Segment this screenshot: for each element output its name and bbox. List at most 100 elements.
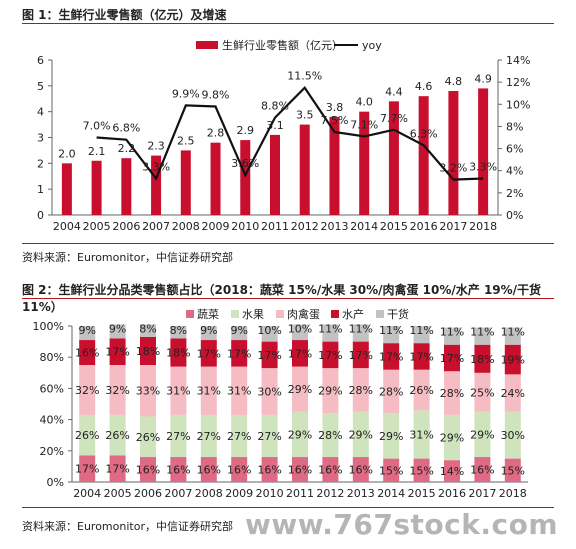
right-tick-label: 8% bbox=[506, 120, 523, 133]
left-tick-label: 3 bbox=[37, 132, 44, 145]
segment-label: 27% bbox=[227, 430, 251, 443]
stack-segment bbox=[413, 410, 430, 459]
yoy-label: 3.6% bbox=[231, 157, 259, 170]
x-tick-label: 2014 bbox=[350, 220, 378, 233]
legend-label-yoy: yoy bbox=[362, 39, 382, 52]
legend-item-dry-goods-swatch bbox=[376, 310, 384, 318]
revenue-bar-label: 3.1 bbox=[266, 119, 284, 132]
left-tick-label: 0 bbox=[37, 209, 44, 222]
right-tick-label: 2% bbox=[506, 187, 523, 200]
segment-label: 18% bbox=[470, 353, 494, 366]
figure2-source: 资料来源：Euromonitor，中信证券研究部 bbox=[22, 520, 233, 533]
segment-label: 29% bbox=[288, 383, 312, 396]
x-tick-label: 2007 bbox=[142, 220, 170, 233]
stack-segment bbox=[231, 414, 248, 458]
stack-segment bbox=[504, 344, 521, 375]
segment-label: 25% bbox=[470, 386, 494, 399]
revenue-bar bbox=[388, 101, 399, 215]
stack-segment bbox=[322, 341, 339, 369]
segment-label: 31% bbox=[197, 385, 221, 398]
stack-segment bbox=[474, 327, 491, 345]
segment-label: 17% bbox=[197, 347, 221, 360]
stack-segment bbox=[383, 343, 400, 370]
figure1-top-rule bbox=[22, 23, 554, 24]
yoy-label: 6.8% bbox=[112, 122, 140, 135]
revenue-bar-label: 4.0 bbox=[355, 96, 373, 109]
segment-label: 11% bbox=[501, 326, 525, 339]
x-tick-label: 2008 bbox=[172, 220, 200, 233]
stack-segment bbox=[352, 324, 369, 342]
segment-label: 29% bbox=[318, 385, 342, 398]
stack-segment bbox=[170, 338, 187, 367]
legend-swatch-revenue bbox=[196, 41, 218, 49]
stack-segment bbox=[170, 457, 187, 482]
segment-label: 32% bbox=[75, 384, 99, 397]
x-tick-label: 2007 bbox=[164, 487, 192, 500]
legend-item-vegetables-swatch bbox=[186, 310, 194, 318]
segment-label: 16% bbox=[257, 464, 281, 477]
yoy-label: 7.1% bbox=[350, 118, 378, 131]
y-tick-label: 20% bbox=[40, 445, 64, 458]
segment-label: 27% bbox=[197, 430, 221, 443]
revenue-growth-chart: 生鲜行业零售额（亿元） yoy 0 1 2 3 4 5 6 0% 2% 4% 6% 8% 10% 12% 14%… bbox=[37, 38, 530, 233]
x-tick-label: 2014 bbox=[377, 487, 405, 500]
segment-label: 11% bbox=[470, 326, 494, 339]
segment-label: 9% bbox=[109, 322, 126, 335]
segment-label: 26% bbox=[75, 429, 99, 442]
segment-label: 18% bbox=[136, 345, 160, 358]
segment-label: 15% bbox=[379, 464, 403, 477]
segment-label: 26% bbox=[136, 431, 160, 444]
segment-label: 17% bbox=[440, 352, 464, 365]
x-tick-label: 2012 bbox=[316, 487, 344, 500]
yoy-label: 9.9% bbox=[172, 87, 200, 100]
legend-item-meat-poultry-egg-swatch bbox=[276, 310, 284, 318]
legend-label-revenue: 生鲜行业零售额（亿元） bbox=[222, 38, 343, 52]
stack-segment bbox=[140, 336, 156, 365]
x-tick-label: 2018 bbox=[499, 487, 527, 500]
revenue-bar-label: 4.6 bbox=[415, 80, 433, 93]
stack-segment bbox=[109, 338, 126, 365]
left-tick-label: 1 bbox=[37, 183, 44, 196]
stack-segment bbox=[352, 457, 369, 482]
x-tick-label: 2012 bbox=[291, 220, 319, 233]
left-tick-label: 2 bbox=[37, 157, 44, 170]
stack-segment bbox=[79, 414, 96, 456]
segment-label: 16% bbox=[166, 464, 190, 477]
yoy-label: 3.2% bbox=[439, 162, 467, 175]
stack-segment bbox=[352, 411, 369, 458]
segment-label: 17% bbox=[257, 349, 281, 362]
stack-segment bbox=[292, 324, 308, 341]
legend-item-fruit-swatch bbox=[231, 310, 239, 318]
y-tick-label: 40% bbox=[40, 414, 64, 427]
revenue-bar bbox=[299, 124, 310, 215]
segment-label: 27% bbox=[257, 430, 281, 443]
segment-label: 16% bbox=[136, 464, 160, 477]
segment-label: 29% bbox=[470, 428, 494, 441]
x-tick-label: 2008 bbox=[195, 487, 223, 500]
y-tick-label: 100% bbox=[33, 320, 64, 333]
segment-label: 29% bbox=[288, 428, 312, 441]
stack-segment bbox=[383, 369, 400, 414]
watermark: www.767stock.com bbox=[244, 508, 558, 541]
stack-segment bbox=[413, 343, 430, 370]
right-tick-label: 14% bbox=[506, 54, 530, 67]
segment-label: 18% bbox=[166, 347, 190, 360]
segment-label: 31% bbox=[409, 428, 433, 441]
segment-label: 24% bbox=[501, 387, 525, 400]
revenue-bar-label: 4.4 bbox=[385, 85, 403, 98]
stack-segment bbox=[231, 340, 248, 367]
x-tick-label: 2009 bbox=[225, 487, 253, 500]
stack-segment bbox=[109, 414, 126, 456]
right-tick-label: 4% bbox=[506, 165, 523, 178]
segment-label: 14% bbox=[440, 465, 464, 478]
stack-segment bbox=[322, 457, 339, 482]
segment-label: 31% bbox=[227, 385, 251, 398]
x-tick-label: 2018 bbox=[469, 220, 497, 233]
segment-label: 10% bbox=[288, 322, 312, 335]
revenue-bar bbox=[151, 155, 162, 215]
stack-segment bbox=[200, 340, 217, 367]
figure1-title: 图 1：生鲜行业零售额（亿元）及增速 bbox=[22, 8, 227, 22]
revenue-bar-label: 2.1 bbox=[88, 145, 106, 158]
stack-segment bbox=[504, 327, 521, 345]
revenue-bar-label: 2.8 bbox=[207, 127, 225, 140]
